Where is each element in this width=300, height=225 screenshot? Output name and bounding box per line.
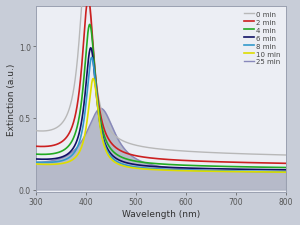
0 min xyxy=(231,152,235,155)
0 min xyxy=(277,154,281,156)
Line: 8 min: 8 min xyxy=(36,58,286,172)
10 min xyxy=(92,78,95,81)
8 min xyxy=(277,171,281,173)
25 min xyxy=(277,171,280,174)
6 min xyxy=(156,166,159,168)
4 min xyxy=(47,153,50,156)
6 min xyxy=(231,168,235,171)
25 min xyxy=(156,165,159,168)
2 min xyxy=(149,157,153,160)
8 min xyxy=(34,161,38,164)
Line: 6 min: 6 min xyxy=(36,49,286,170)
10 min xyxy=(47,163,50,166)
2 min xyxy=(86,0,90,1)
8 min xyxy=(231,170,235,173)
Line: 2 min: 2 min xyxy=(36,0,286,164)
25 min xyxy=(284,171,288,174)
6 min xyxy=(277,169,281,171)
6 min xyxy=(34,158,38,161)
2 min xyxy=(47,145,50,148)
6 min xyxy=(277,169,280,171)
6 min xyxy=(47,158,50,161)
8 min xyxy=(90,57,94,60)
4 min xyxy=(277,166,280,169)
10 min xyxy=(284,171,288,174)
6 min xyxy=(89,47,93,50)
8 min xyxy=(284,171,288,173)
25 min xyxy=(277,171,281,174)
25 min xyxy=(99,108,102,110)
8 min xyxy=(277,171,280,173)
2 min xyxy=(284,162,288,165)
4 min xyxy=(34,153,38,156)
Line: 10 min: 10 min xyxy=(36,79,286,172)
0 min xyxy=(284,154,288,157)
4 min xyxy=(277,166,281,169)
Legend: 0 min, 2 min, 4 min, 6 min, 8 min, 10 min, 25 min: 0 min, 2 min, 4 min, 6 min, 8 min, 10 mi… xyxy=(243,10,282,67)
Line: 0 min: 0 min xyxy=(36,0,286,155)
Y-axis label: Extinction (a.u.): Extinction (a.u.) xyxy=(7,64,16,136)
6 min xyxy=(284,169,288,171)
2 min xyxy=(231,161,235,164)
10 min xyxy=(156,169,159,171)
6 min xyxy=(149,165,153,168)
25 min xyxy=(47,160,50,163)
Line: 25 min: 25 min xyxy=(36,109,286,172)
25 min xyxy=(34,161,38,164)
Line: 4 min: 4 min xyxy=(36,25,286,168)
10 min xyxy=(277,171,281,174)
25 min xyxy=(231,170,235,173)
8 min xyxy=(47,161,50,164)
8 min xyxy=(149,167,153,170)
4 min xyxy=(156,163,159,165)
0 min xyxy=(34,130,38,133)
4 min xyxy=(284,166,288,169)
X-axis label: Wavelength (nm): Wavelength (nm) xyxy=(122,209,200,218)
0 min xyxy=(156,148,159,151)
10 min xyxy=(34,163,38,166)
0 min xyxy=(149,147,153,150)
2 min xyxy=(34,145,38,148)
4 min xyxy=(88,24,92,27)
10 min xyxy=(231,171,235,173)
2 min xyxy=(156,158,159,160)
8 min xyxy=(156,168,159,171)
25 min xyxy=(149,163,153,166)
2 min xyxy=(277,162,281,165)
0 min xyxy=(47,130,50,132)
0 min xyxy=(277,154,280,156)
2 min xyxy=(277,162,280,165)
10 min xyxy=(149,168,153,171)
10 min xyxy=(277,171,280,174)
4 min xyxy=(231,166,235,168)
4 min xyxy=(149,162,153,165)
